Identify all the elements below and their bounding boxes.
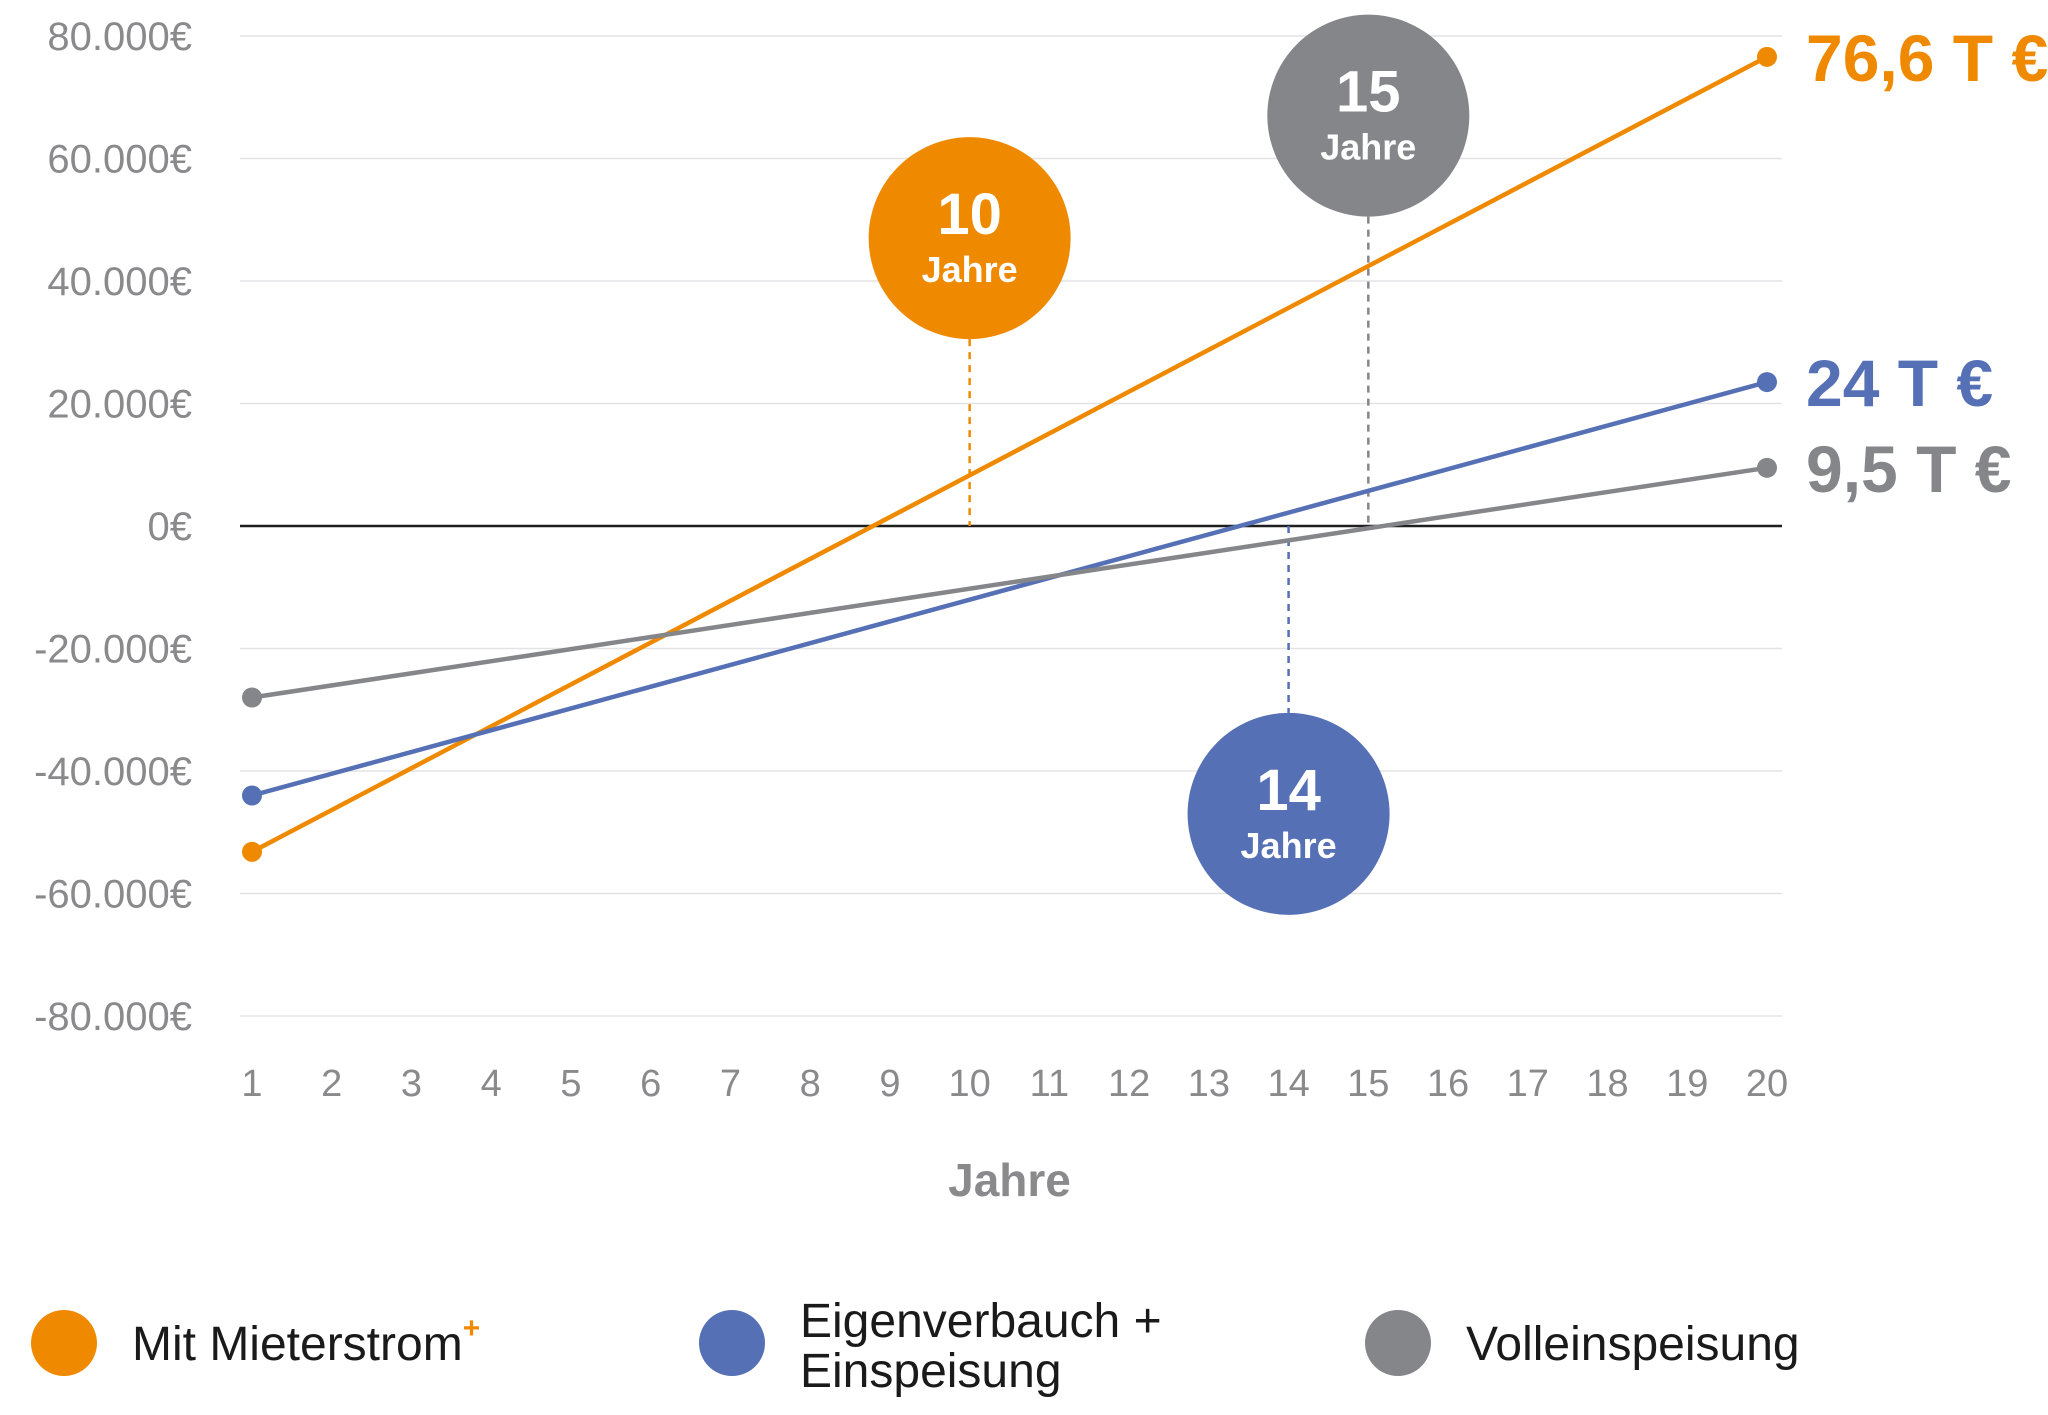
break-even-years-number: 14 xyxy=(1256,758,1321,823)
x-tick-label: 11 xyxy=(1030,1063,1069,1105)
legend-item: Eigenverbauch +Einspeisung xyxy=(699,1295,1162,1398)
x-axis-label: Jahre xyxy=(948,1154,1071,1206)
x-tick-label: 9 xyxy=(879,1063,900,1105)
series-start-point xyxy=(242,687,262,708)
x-tick-label: 7 xyxy=(720,1063,741,1105)
series-end-value-label: 76,6 T € xyxy=(1806,21,2048,95)
x-tick-label: 16 xyxy=(1427,1063,1469,1105)
break-even-bubble xyxy=(1267,14,1470,217)
legend-swatch xyxy=(31,1310,97,1376)
y-tick-label: -20.000€ xyxy=(34,628,192,672)
grid-lines xyxy=(240,35,1782,1017)
y-tick-label: 40.000€ xyxy=(47,260,192,304)
series-end-point xyxy=(1757,457,1777,478)
y-tick-label: -40.000€ xyxy=(34,750,192,794)
break-even-bubble xyxy=(868,137,1071,340)
legend-label: Mit Mieterstrom+ xyxy=(132,1312,480,1371)
x-axis-tick-labels: 1 2 3 4 5 6 7 8 9 10 11 12 13 14 15 16 17 18 19 20 xyxy=(241,1063,1788,1105)
legend-item: Volleinspeisung xyxy=(1365,1310,1800,1376)
legend-label: Eigenverbauch + xyxy=(800,1295,1162,1348)
series-start-point xyxy=(242,785,262,806)
x-tick-label: 6 xyxy=(640,1063,661,1105)
x-tick-label: 20 xyxy=(1746,1063,1788,1105)
legend-label: Volleinspeisung xyxy=(1466,1318,1800,1371)
break-even-years-number: 10 xyxy=(937,182,1002,247)
legend: Mit Mieterstrom+ Eigenverbauch +Einspeisu… xyxy=(31,1295,1800,1398)
x-tick-label: 5 xyxy=(560,1063,581,1105)
series-end-labels: 76,6 T € 24 T € 9,5 T € xyxy=(1806,21,2048,506)
x-tick-label: 4 xyxy=(481,1063,502,1105)
y-tick-label: 20.000€ xyxy=(47,383,192,427)
break-even-years-unit: Jahre xyxy=(1320,127,1416,168)
break-even-years-unit: Jahre xyxy=(922,249,1018,290)
series-start-point xyxy=(242,841,262,862)
break-even-bubble xyxy=(1187,712,1390,915)
series-line xyxy=(251,379,1768,798)
x-tick-label: 2 xyxy=(321,1063,342,1105)
y-tick-label: -80.000€ xyxy=(34,995,192,1039)
x-tick-label: 1 xyxy=(241,1063,262,1105)
x-tick-label: 15 xyxy=(1347,1063,1389,1105)
x-tick-label: 14 xyxy=(1267,1063,1309,1105)
x-tick-label: 13 xyxy=(1188,1063,1230,1105)
legend-swatch xyxy=(1365,1310,1431,1376)
break-even-leader-lines xyxy=(968,216,1370,713)
series-lines xyxy=(242,46,1777,862)
legend-label: Einspeisung xyxy=(800,1345,1062,1398)
x-tick-label: 10 xyxy=(948,1063,990,1105)
x-tick-label: 19 xyxy=(1666,1063,1708,1105)
series-end-value-label: 9,5 T € xyxy=(1806,432,2011,506)
x-tick-label: 3 xyxy=(401,1063,422,1105)
legend-item: Mit Mieterstrom+ xyxy=(31,1310,480,1376)
legend-label-superscript: + xyxy=(463,1312,481,1345)
y-axis-tick-labels: 80.000€ 60.000€ 40.000€ 20.000€ 0€ -20.000€ -4… xyxy=(34,15,192,1039)
break-even-years-number: 15 xyxy=(1336,60,1401,125)
series-end-value-label: 24 T € xyxy=(1806,346,1993,420)
x-tick-label: 12 xyxy=(1108,1063,1150,1105)
series-end-point xyxy=(1757,372,1777,393)
y-tick-label: -60.000€ xyxy=(34,873,192,917)
y-tick-label: 0€ xyxy=(148,505,193,549)
y-tick-label: 60.000€ xyxy=(47,138,192,182)
x-tick-label: 17 xyxy=(1507,1063,1549,1105)
legend-swatch xyxy=(699,1310,765,1376)
series-line xyxy=(250,54,1769,854)
x-tick-label: 8 xyxy=(800,1063,821,1105)
x-tick-label: 18 xyxy=(1586,1063,1628,1105)
series-end-point xyxy=(1757,46,1777,67)
break-even-years-unit: Jahre xyxy=(1241,825,1337,866)
y-tick-label: 80.000€ xyxy=(47,15,192,59)
series-line xyxy=(251,465,1768,700)
